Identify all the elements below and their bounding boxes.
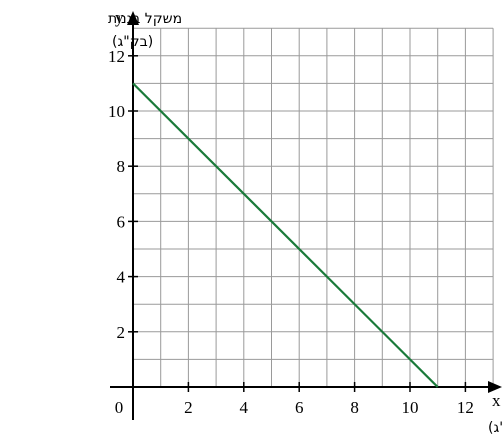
x-tick-label: 2: [184, 398, 193, 417]
grid: [133, 27, 494, 387]
tick-labels: 2 4 6 8 10 12 2 4 6 8 10 12: [108, 47, 474, 417]
x-tick-label: 8: [350, 398, 359, 417]
y-tick-label: 2: [117, 323, 126, 342]
y-tick-label: 10: [108, 102, 125, 121]
x-axis-arrow-icon: [488, 381, 502, 393]
series-line: [132, 82, 439, 388]
origin-label: 0: [115, 398, 124, 417]
x-tick-label: 4: [240, 398, 249, 417]
y-axis-label-line1: משקל בננות: [108, 11, 182, 27]
y-tick-label: 12: [108, 47, 125, 66]
x-axis-label: משקל תפוחים (בק"ג): [488, 420, 502, 436]
y-tick-label: 8: [117, 157, 126, 176]
y-tick-label: 4: [117, 268, 126, 287]
y-axis-letter: y: [115, 8, 124, 27]
series: [132, 82, 439, 388]
x-tick-label: 6: [295, 398, 304, 417]
x-tick-label: 12: [457, 398, 474, 417]
y-axis-label-line2: (בק"ג): [112, 34, 153, 50]
y-axis-arrow-icon: [127, 11, 139, 25]
x-tick-label: 10: [402, 398, 419, 417]
y-tick-label: 6: [117, 212, 126, 231]
axes: [110, 11, 502, 420]
x-axis-letter: x: [492, 391, 501, 410]
